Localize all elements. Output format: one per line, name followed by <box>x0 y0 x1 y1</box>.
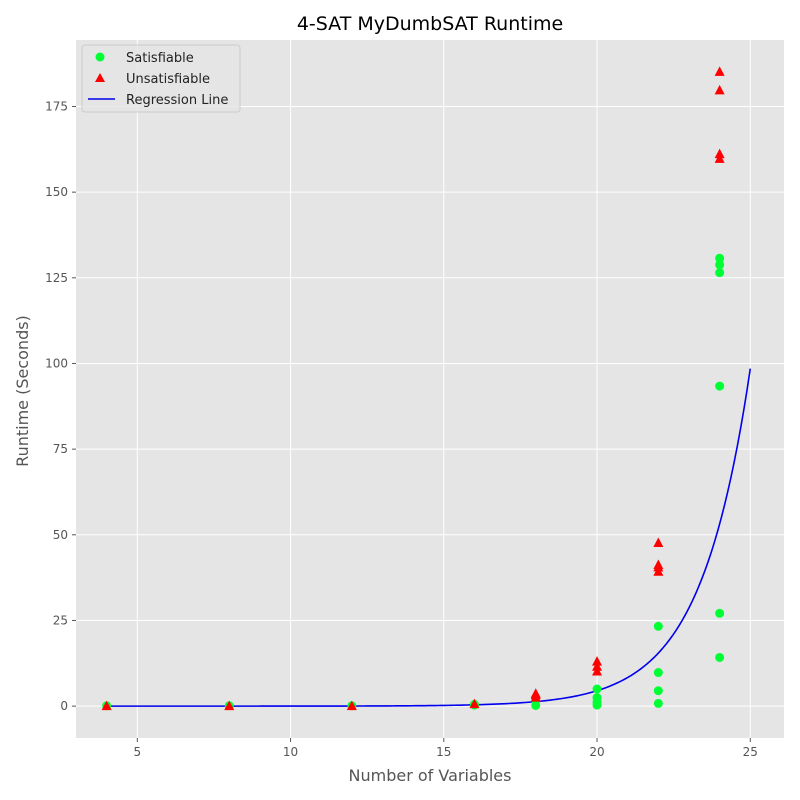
unsatisfiable-point <box>592 661 603 671</box>
satisfiable-point <box>592 684 602 694</box>
y-axis-label: Runtime (Seconds) <box>13 315 32 467</box>
satisfiable-point <box>715 253 725 263</box>
unsatisfiable-point <box>714 148 725 159</box>
unsatisfiable-point <box>653 537 664 548</box>
series-unsatisfiable <box>101 66 725 711</box>
satisfiable-point <box>653 668 663 678</box>
unsatisfiable-point <box>530 688 541 698</box>
satisfiable-point <box>653 686 663 696</box>
legend-box <box>81 44 241 113</box>
x-tick-label: 10 <box>283 745 298 759</box>
y-tick-label: 150 <box>45 185 68 199</box>
unsatisfiable-point <box>224 700 235 711</box>
x-axis-label: Number of Variables <box>349 766 512 785</box>
satisfiable-point <box>715 608 725 618</box>
satisfiable-point <box>715 652 725 662</box>
satisfiable-point <box>715 381 725 391</box>
legend-regression-label: Regression Line <box>126 93 228 108</box>
satisfiable-point <box>715 268 725 278</box>
y-axis-ticks: 0 25 50 75 100 125 150 175 <box>45 99 76 713</box>
y-tick-label: 100 <box>45 356 68 370</box>
unsatisfiable-point <box>346 700 357 711</box>
unsatisfiable-point <box>592 656 603 666</box>
unsatisfiable-point <box>714 66 725 76</box>
y-tick-label: 25 <box>53 613 68 627</box>
regression-line <box>106 368 752 707</box>
x-tick-label: 25 <box>743 745 758 759</box>
satisfiable-point <box>715 260 725 270</box>
legend-unsatisfiable-label: Unsatisfiable <box>126 72 210 87</box>
unsatisfiable-point <box>469 698 480 709</box>
x-axis-ticks: 5 10 15 20 25 <box>133 738 758 759</box>
x-tick-label: 5 <box>133 745 141 759</box>
y-tick-label: 50 <box>53 528 68 542</box>
y-tick-label: 75 <box>53 442 68 456</box>
legend-satisfiable-label: Satisfiable <box>126 51 194 66</box>
unsatisfiable-point <box>592 666 603 676</box>
y-tick-label: 0 <box>60 699 68 713</box>
satisfiable-point <box>592 693 602 703</box>
legend: Satisfiable Unsatisfiable Regression Lin… <box>81 44 241 113</box>
x-tick-label: 20 <box>589 745 604 759</box>
y-tick-label: 125 <box>45 271 68 285</box>
plot-area <box>76 40 784 738</box>
y-tick-label: 175 <box>45 99 68 113</box>
unsatisfiable-point <box>714 153 725 163</box>
unsatisfiable-point <box>653 559 664 569</box>
data-points <box>101 66 725 711</box>
chart-title: 4-SAT MyDumbSAT Runtime <box>297 13 563 35</box>
satisfiable-point <box>653 698 663 708</box>
unsatisfiable-point <box>101 700 112 711</box>
unsatisfiable-point <box>714 84 725 95</box>
legend-satisfiable-marker <box>95 52 105 62</box>
satisfiable-point <box>653 621 663 631</box>
x-tick-label: 15 <box>436 745 451 759</box>
legend-unsatisfiable-marker <box>95 73 105 82</box>
